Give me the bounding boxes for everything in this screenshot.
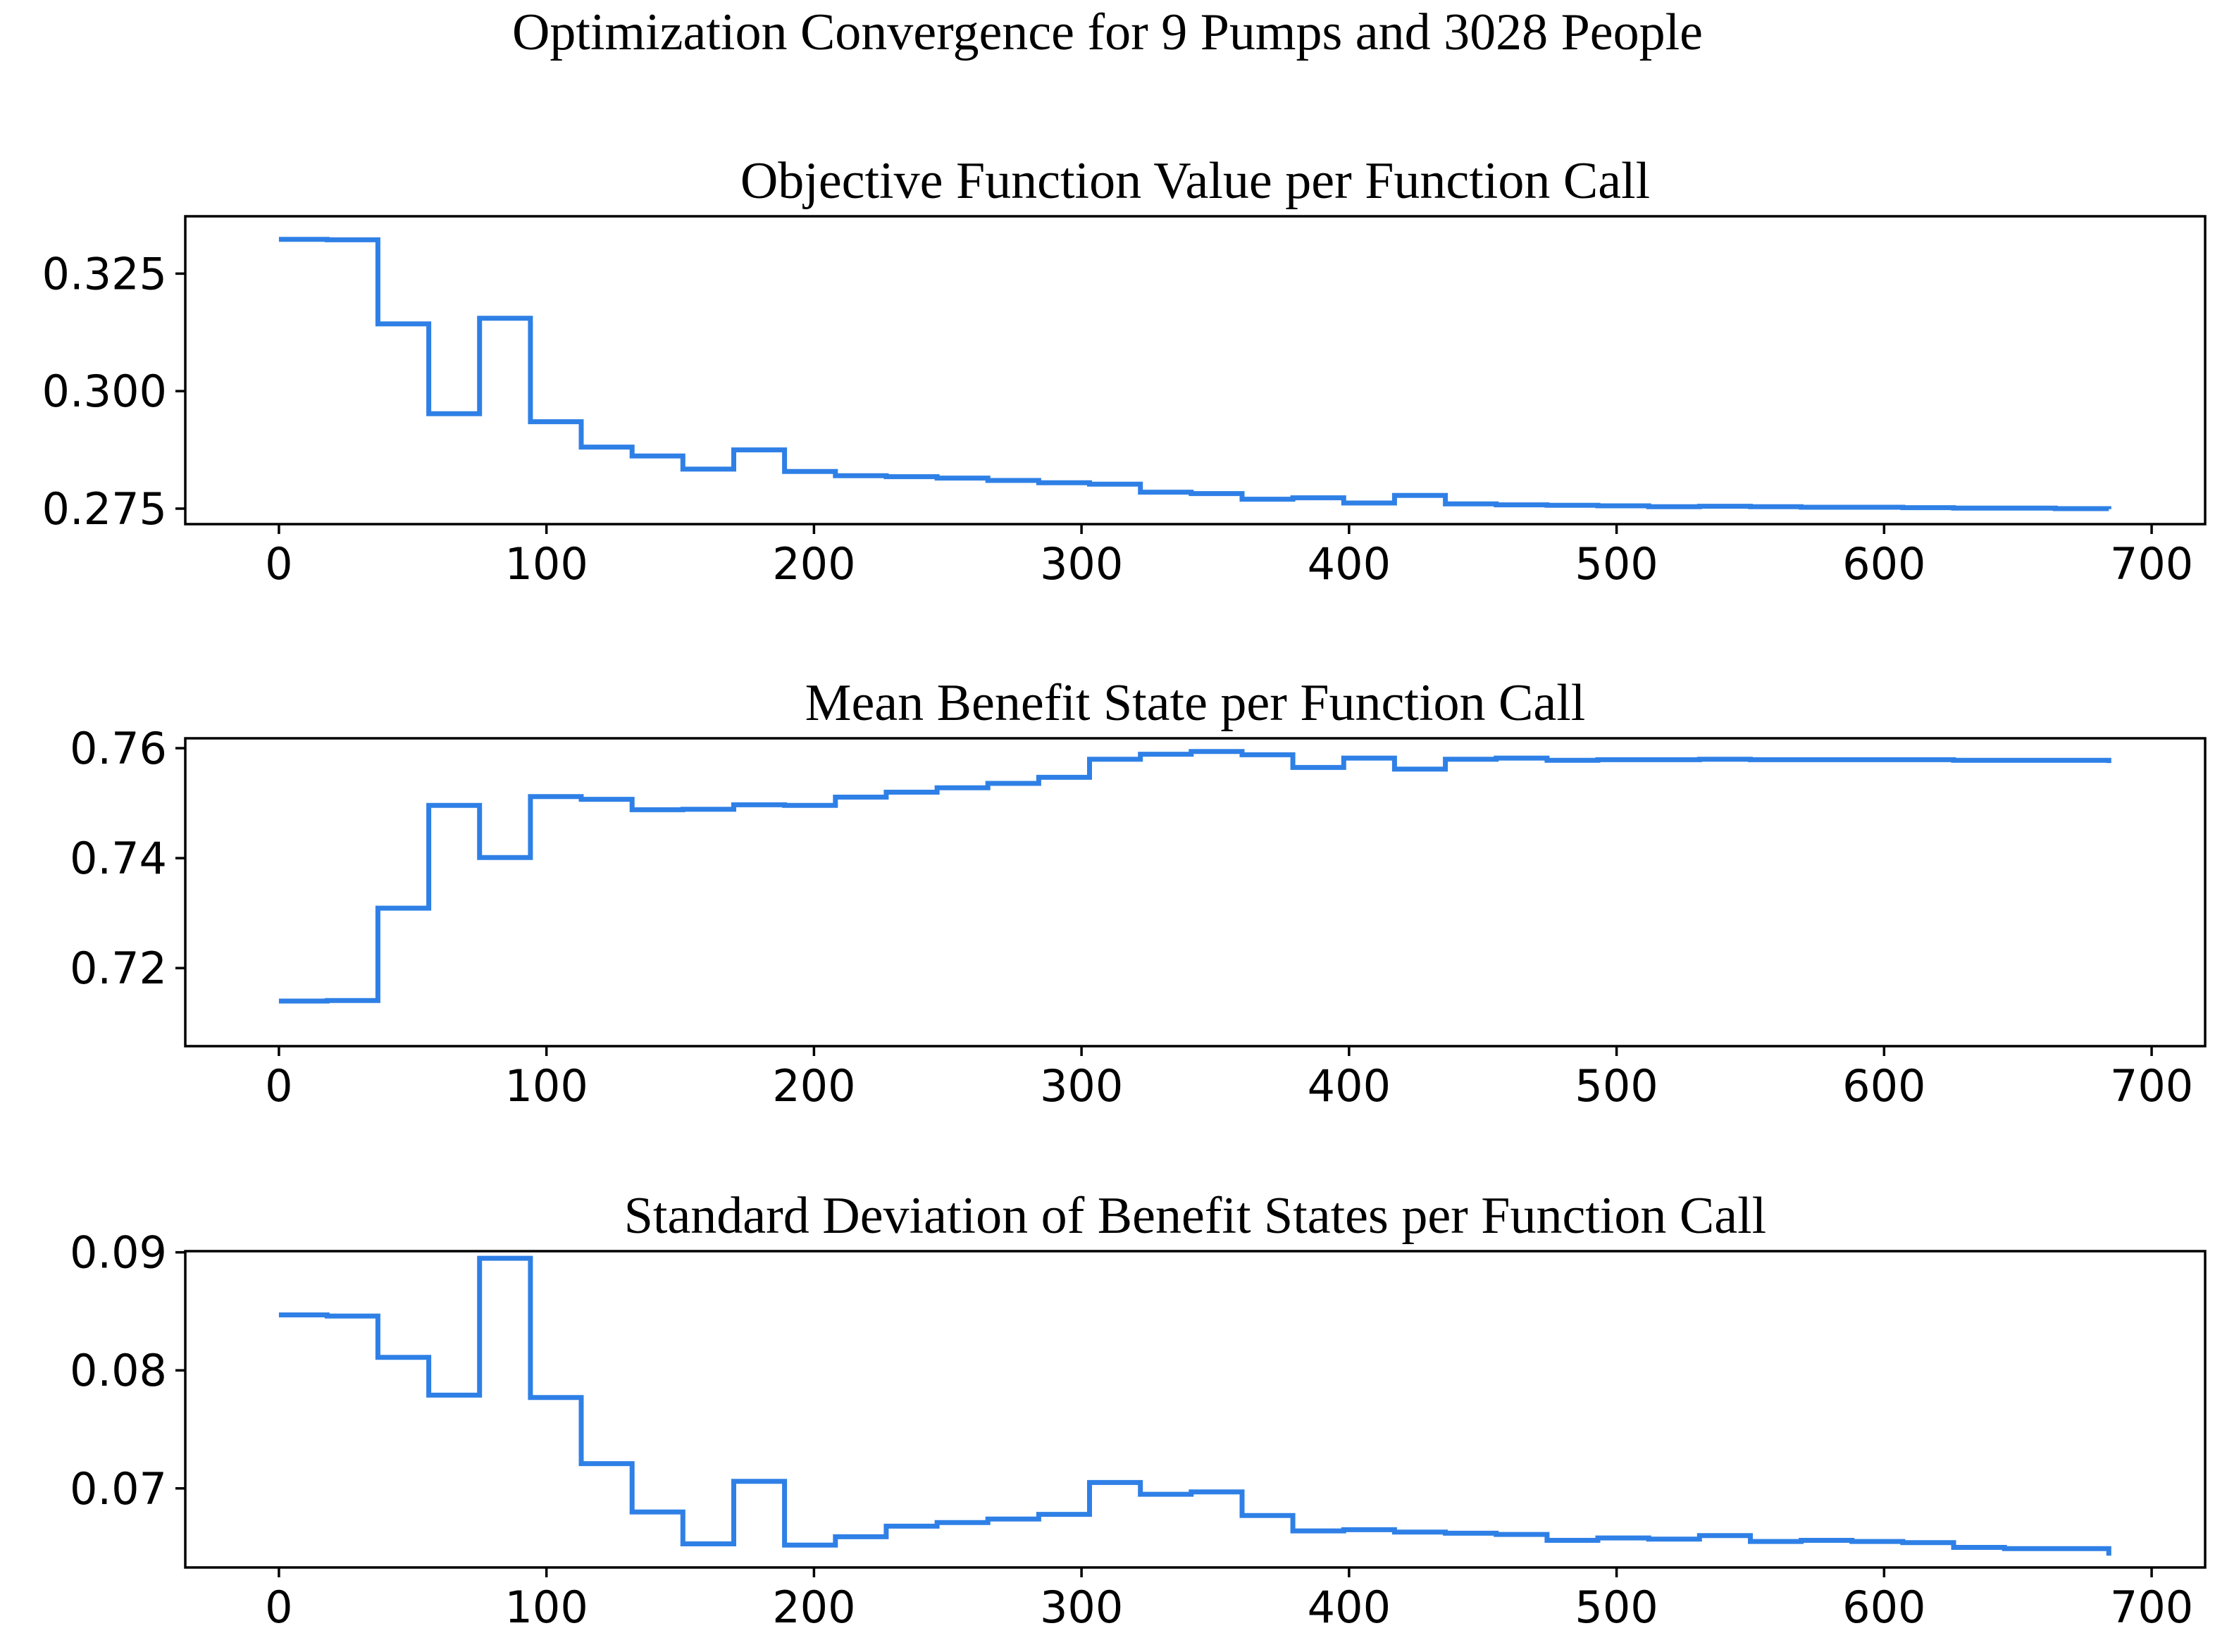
y-tick-label: 0.09: [70, 1227, 167, 1279]
y-tick-label: 0.300: [42, 366, 168, 417]
x-tick-label: 100: [504, 1582, 588, 1633]
series-line: [278, 1255, 2111, 1556]
subplot-2: Mean Benefit State per Function Call 0 100…: [70, 674, 2207, 1112]
x-tick-label: 200: [772, 1060, 855, 1112]
x-tick-label: 500: [1575, 538, 1658, 590]
x-tick-label: 700: [2110, 1582, 2193, 1633]
x-tick-label: 700: [2110, 538, 2193, 590]
x-tick-label: 200: [772, 1582, 855, 1633]
x-tick-label: 300: [1040, 1060, 1123, 1112]
x-tick-label: 100: [504, 538, 588, 590]
x-tick-label: 100: [504, 1060, 588, 1112]
x-tick-label: 700: [2110, 1060, 2193, 1112]
x-tick-label: 400: [1308, 1582, 1391, 1633]
subplot-title: Mean Benefit State per Function Call: [805, 674, 1586, 732]
x-tick-label: 0: [265, 538, 292, 590]
subplot-3: Standard Deviation of Benefit States per…: [70, 1187, 2207, 1633]
y-tick-label: 0.325: [42, 248, 168, 299]
axes-frame: [184, 1250, 2207, 1569]
x-tick-label: 600: [1842, 1060, 1925, 1112]
y-tick-label: 0.07: [70, 1463, 167, 1515]
x-tick-label: 600: [1842, 538, 1925, 590]
x-tick-label: 400: [1308, 1060, 1391, 1112]
axes-frame: [184, 215, 2207, 526]
y-tick-label: 0.74: [70, 833, 167, 884]
x-tick-label: 500: [1575, 1582, 1658, 1633]
subplot-1: Objective Function Value per Function Ca…: [42, 152, 2207, 590]
subplots: Objective Function Value per Function Ca…: [42, 152, 2207, 1633]
x-tick-label: 400: [1308, 538, 1391, 590]
x-tick-label: 300: [1040, 1582, 1123, 1633]
y-tick-label: 0.275: [42, 483, 168, 535]
x-tick-label: 500: [1575, 1060, 1658, 1112]
figure-suptitle: Optimization Convergence for 9 Pumps and…: [512, 4, 1703, 61]
axes-frame: [184, 737, 2207, 1048]
series-line: [278, 237, 2111, 511]
x-tick-label: 600: [1842, 1582, 1925, 1633]
x-tick-label: 200: [772, 538, 855, 590]
series-line: [278, 749, 2111, 1004]
x-tick-label: 300: [1040, 538, 1123, 590]
subplot-title: Standard Deviation of Benefit States per…: [624, 1187, 1767, 1245]
x-tick-label: 0: [265, 1060, 292, 1112]
y-tick-label: 0.08: [70, 1345, 167, 1396]
x-tick-label: 0: [265, 1582, 292, 1633]
subplot-title: Objective Function Value per Function Ca…: [740, 152, 1650, 210]
y-tick-label: 0.76: [70, 723, 167, 774]
y-tick-label: 0.72: [70, 943, 167, 994]
